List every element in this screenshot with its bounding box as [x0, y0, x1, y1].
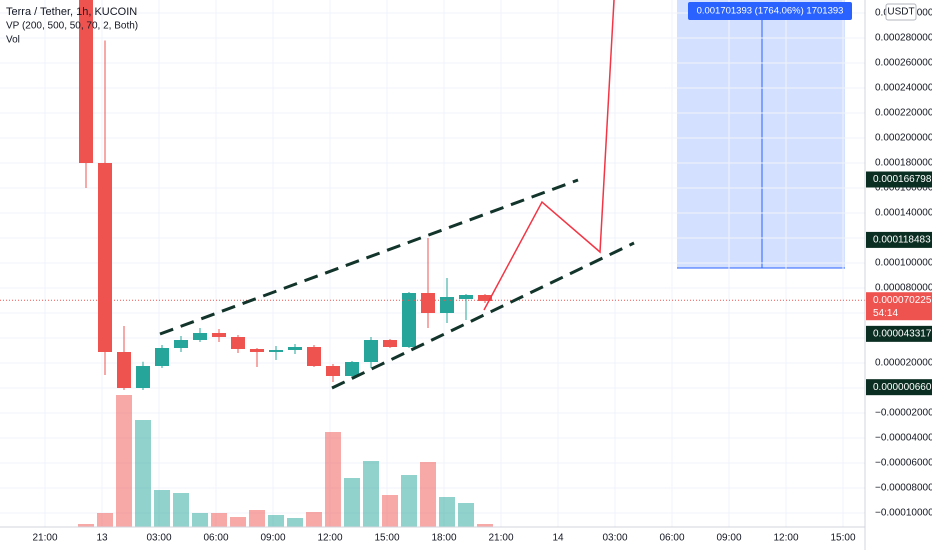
chart-title: Terra / Tether, 1h, KUCOIN	[6, 6, 137, 18]
countdown: 54:14	[873, 308, 898, 319]
last-price-label: 0.000070225	[873, 295, 932, 306]
candle-body	[459, 295, 473, 299]
volume-bar	[306, 512, 322, 527]
y-tick-label: 0.000100000	[875, 258, 932, 269]
volume-bar	[268, 515, 284, 527]
x-tick-label: 12:00	[317, 533, 342, 544]
x-tick-label: 21:00	[32, 533, 57, 544]
y-tick-label: 0.000180000	[875, 158, 932, 169]
volume-bar	[135, 420, 151, 527]
x-tick-label: 06:00	[203, 533, 228, 544]
volume-bar	[78, 524, 94, 527]
price-label: 0.000000660	[873, 382, 932, 393]
y-tick-label: −0.000060000	[875, 458, 932, 469]
volume-bar	[382, 495, 398, 527]
volume-bar	[154, 490, 170, 527]
volume-bar	[439, 497, 455, 527]
candle-body	[136, 366, 150, 388]
x-tick-label: 21:00	[488, 533, 513, 544]
volume-bar	[97, 513, 113, 527]
y-tick-label: 0.000080000	[875, 283, 932, 294]
candle-body	[421, 293, 435, 313]
x-tick-label: 06:00	[659, 533, 684, 544]
projection-label: 0.001701393 (1764.06%) 1701393	[697, 6, 844, 17]
indicator-label: VP (200, 500, 50, 70, 2, Both)	[6, 21, 138, 32]
volume-bar	[401, 475, 417, 527]
y-tick-label: −0.000080000	[875, 483, 932, 494]
price-label-box	[866, 379, 932, 396]
last-price-box	[866, 292, 932, 321]
volume-bar	[173, 493, 189, 527]
x-tick-label: 03:00	[602, 533, 627, 544]
y-tick-label: −0.000100000	[875, 508, 932, 519]
candle-body	[345, 362, 359, 376]
candle-body	[212, 333, 226, 337]
candle-body	[155, 348, 169, 366]
candle-body	[117, 352, 131, 388]
y-tick-label: 0.000020000	[875, 358, 932, 369]
y-tick-label: 0.000280000	[875, 33, 932, 44]
y-tick-label: 0.000220000	[875, 108, 932, 119]
volume-bar	[458, 503, 474, 527]
candle-body	[231, 337, 245, 349]
price-label-box	[866, 231, 932, 248]
candle-body	[269, 350, 283, 352]
candle-body	[288, 347, 302, 350]
price-label: 0.000043317	[873, 328, 932, 339]
candle-body	[326, 366, 340, 376]
y-tick-label: −0.000040000	[875, 433, 932, 444]
indicator-label: Vol	[6, 35, 20, 46]
volume-bar	[363, 461, 379, 527]
candle-body	[402, 293, 416, 347]
volume-bar	[249, 510, 265, 527]
y-tick-label: 0.000200000	[875, 133, 932, 144]
volume-bar	[116, 395, 132, 527]
projection-label-box	[688, 2, 852, 20]
volume-bar	[192, 513, 208, 527]
volume-bar	[344, 478, 360, 527]
projection-path	[483, 0, 615, 311]
price-axis	[865, 0, 932, 550]
candle-body	[307, 347, 321, 366]
candle-body	[478, 295, 492, 301]
candle-body	[79, 0, 93, 163]
candle-body	[174, 340, 188, 348]
x-tick-label: 14	[552, 533, 564, 544]
x-tick-label: 09:00	[260, 533, 285, 544]
volume-bar	[420, 462, 436, 527]
x-tick-label: 09:00	[716, 533, 741, 544]
volume-bar	[325, 432, 341, 527]
y-tick-label: 0.000240000	[875, 83, 932, 94]
x-tick-label: 03:00	[146, 533, 171, 544]
y-tick-label: −0.000020000	[875, 408, 932, 419]
volume-bar	[287, 518, 303, 527]
channel-top	[159, 178, 579, 336]
x-tick-label: 15:00	[830, 533, 855, 544]
candle-body	[98, 163, 112, 352]
candle-body	[364, 340, 378, 362]
y-tick-label: 0.000260000	[875, 58, 932, 69]
price-label: 0.000166798	[873, 174, 932, 185]
candle-body	[440, 297, 454, 313]
candle-body	[383, 340, 397, 347]
y-tick-label: 0.000160000	[875, 183, 932, 194]
price-label-box	[866, 325, 932, 342]
currency-badge	[885, 3, 917, 21]
price-label-box	[866, 171, 932, 188]
currency-label: USDT	[887, 7, 914, 18]
x-tick-label: 13	[96, 533, 108, 544]
price-label: 0.000118483	[873, 235, 931, 246]
x-tick-label: 12:00	[773, 533, 798, 544]
volume-bar	[211, 513, 227, 527]
y-tick-label: 0.000140000	[875, 208, 932, 219]
candle-body	[250, 349, 264, 352]
x-tick-label: 18:00	[431, 533, 456, 544]
volume-bar	[477, 524, 493, 527]
candle-body	[193, 333, 207, 340]
projection-box	[677, 0, 845, 268]
volume-bar	[230, 517, 246, 527]
x-tick-label: 15:00	[374, 533, 399, 544]
channel-bottom	[331, 241, 635, 390]
